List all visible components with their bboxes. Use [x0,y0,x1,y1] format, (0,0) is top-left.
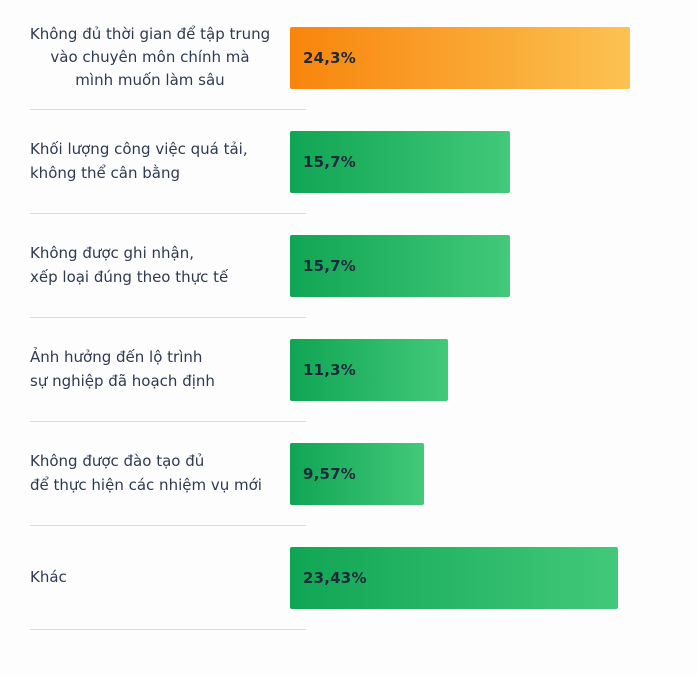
chart-row: Không đủ thời gian để tập trung vào chuy… [0,6,698,109]
bar: 15,7% [290,234,510,297]
category-label: Không đủ thời gian để tập trung vào chuy… [0,23,290,93]
value-label: 11,3% [303,360,357,379]
category-label-line: Khác [30,567,67,586]
bar-area: 24,3% [290,26,698,89]
chart-row: Khác 23,43% [0,526,698,629]
divider [30,421,306,422]
category-label-line: mình muốn làm sâu [75,71,225,90]
category-label-line: xếp loại đúng theo thực tế [30,267,229,286]
bar-area: 15,7% [290,130,698,193]
bar: 9,57% [290,442,424,505]
category-label: Không được đào tạo đủ để thực hiện các n… [0,450,290,497]
category-label: Khối lượng công việc quá tải, không thể … [0,138,290,185]
category-label: Ảnh hưởng đến lộ trình sự nghiệp đã hoạc… [0,346,290,393]
bar: 15,7% [290,130,510,193]
chart-row: Không được đào tạo đủ để thực hiện các n… [0,422,698,525]
bar-area: 9,57% [290,442,698,505]
bar-area: 11,3% [290,338,698,401]
category-label-line: Không được đào tạo đủ [30,452,205,471]
category-label-line: Không được ghi nhận, [30,244,194,263]
category-label-line: Không đủ thời gian để tập trung [29,24,271,43]
value-label: 9,57% [303,464,357,483]
category-label: Khác [0,566,290,589]
divider [30,213,306,214]
value-label: 23,43% [303,568,367,587]
divider [30,317,306,318]
bar-area: 15,7% [290,234,698,297]
value-label: 24,3% [303,48,357,67]
chart-row: Không được ghi nhận, xếp loại đúng theo … [0,214,698,317]
category-label-line: không thể cân bằng [30,163,181,182]
category-label-line: sự nghiệp đã hoạch định [30,371,215,390]
category-label-line: để thực hiện các nhiệm vụ mới [30,475,262,494]
divider [30,109,306,110]
divider [30,525,306,526]
bar: 11,3% [290,338,449,401]
category-label-line: vào chuyên môn chính mà [50,47,250,66]
divider [30,629,306,630]
category-label: Không được ghi nhận, xếp loại đúng theo … [0,242,290,289]
chart-row: Khối lượng công việc quá tải, không thể … [0,110,698,213]
category-label-line: Khối lượng công việc quá tải, [30,140,248,159]
bar: 23,43% [290,546,619,609]
category-label-line: Ảnh hưởng đến lộ trình [30,348,203,367]
bar-area: 23,43% [290,546,698,609]
value-label: 15,7% [303,256,357,275]
value-label: 15,7% [303,152,357,171]
chart-row: Ảnh hưởng đến lộ trình sự nghiệp đã hoạc… [0,318,698,421]
bar-highlight: 24,3% [290,26,631,89]
